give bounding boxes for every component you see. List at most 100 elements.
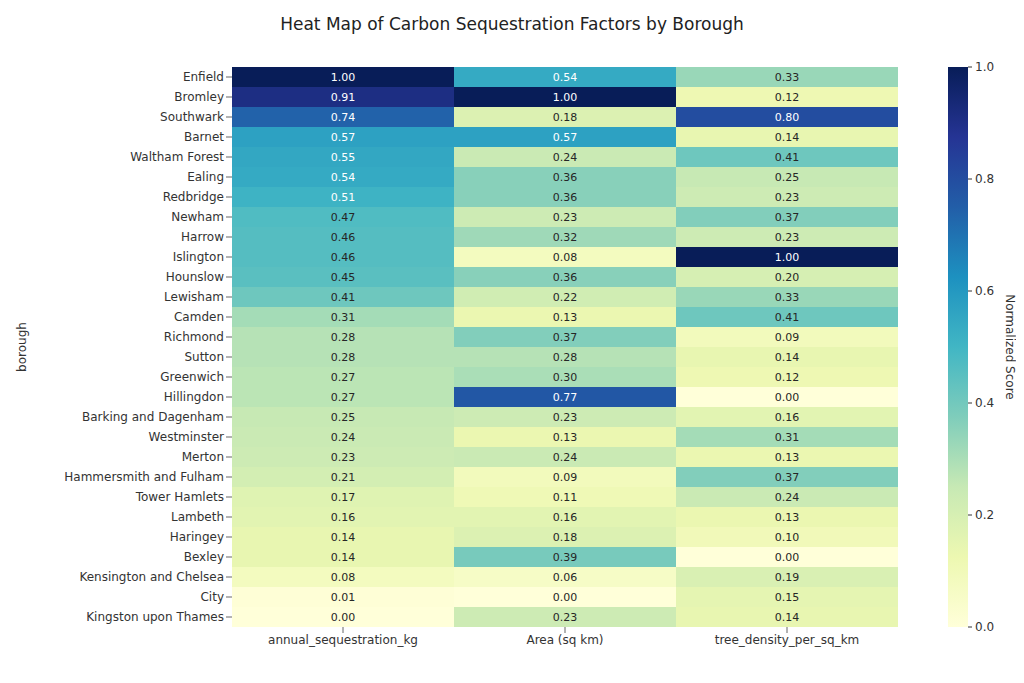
svg-text:0.28: 0.28	[331, 331, 356, 344]
svg-text:0.14: 0.14	[775, 611, 800, 624]
svg-text:0.13: 0.13	[553, 311, 578, 324]
svg-text:0.14: 0.14	[775, 131, 800, 144]
svg-text:0.23: 0.23	[331, 451, 356, 464]
svg-text:0.91: 0.91	[331, 91, 356, 104]
svg-text:Southwark: Southwark	[160, 110, 224, 124]
svg-text:0.47: 0.47	[331, 211, 356, 224]
svg-text:0.14: 0.14	[775, 351, 800, 364]
svg-text:City: City	[200, 590, 224, 604]
svg-text:0.33: 0.33	[775, 71, 800, 84]
svg-text:0.00: 0.00	[775, 551, 800, 564]
svg-text:0.16: 0.16	[331, 511, 356, 524]
svg-text:0.11: 0.11	[553, 491, 578, 504]
svg-text:0.41: 0.41	[775, 151, 800, 164]
svg-text:0.4: 0.4	[975, 396, 994, 410]
svg-text:0.37: 0.37	[775, 211, 800, 224]
svg-text:Ealing: Ealing	[187, 170, 224, 184]
svg-text:0.46: 0.46	[331, 231, 356, 244]
svg-text:0.00: 0.00	[553, 591, 578, 604]
svg-text:0.23: 0.23	[775, 231, 800, 244]
svg-text:Sutton: Sutton	[184, 350, 224, 364]
svg-text:0.24: 0.24	[775, 491, 800, 504]
svg-text:0.32: 0.32	[553, 231, 578, 244]
svg-text:0.25: 0.25	[331, 411, 356, 424]
svg-text:1.00: 1.00	[775, 251, 800, 264]
svg-text:borough: borough	[15, 322, 29, 372]
svg-text:Redbridge: Redbridge	[163, 190, 224, 204]
svg-text:0.77: 0.77	[553, 391, 578, 404]
svg-text:Bexley: Bexley	[184, 550, 224, 564]
svg-text:0.31: 0.31	[331, 311, 356, 324]
svg-text:0.20: 0.20	[775, 271, 800, 284]
svg-text:Tower Hamlets: Tower Hamlets	[135, 490, 224, 504]
svg-text:tree_density_per_sq_km: tree_density_per_sq_km	[715, 633, 860, 647]
svg-text:Camden: Camden	[174, 310, 224, 324]
svg-text:0.36: 0.36	[553, 271, 578, 284]
svg-text:0.37: 0.37	[553, 331, 578, 344]
svg-text:0.13: 0.13	[775, 511, 800, 524]
svg-text:1.00: 1.00	[553, 91, 578, 104]
svg-text:0.16: 0.16	[775, 411, 800, 424]
svg-text:0.10: 0.10	[775, 531, 800, 544]
svg-text:0.15: 0.15	[775, 591, 800, 604]
svg-text:1.00: 1.00	[331, 71, 356, 84]
svg-text:0.28: 0.28	[553, 351, 578, 364]
svg-text:0.80: 0.80	[775, 111, 800, 124]
svg-text:0.41: 0.41	[775, 311, 800, 324]
svg-text:0.57: 0.57	[331, 131, 356, 144]
svg-text:0.51: 0.51	[331, 191, 356, 204]
svg-text:0.55: 0.55	[331, 151, 356, 164]
svg-text:Hillingdon: Hillingdon	[164, 390, 224, 404]
svg-text:0.24: 0.24	[553, 151, 578, 164]
svg-text:Kingston upon Thames: Kingston upon Thames	[86, 610, 224, 624]
svg-text:annual_sequestration_kg: annual_sequestration_kg	[268, 633, 418, 647]
svg-text:Lewisham: Lewisham	[164, 290, 224, 304]
svg-text:Barnet: Barnet	[184, 130, 224, 144]
svg-text:0.41: 0.41	[331, 291, 356, 304]
svg-text:Lambeth: Lambeth	[171, 510, 224, 524]
svg-text:Barking and Dagenham: Barking and Dagenham	[82, 410, 224, 424]
svg-text:Richmond: Richmond	[164, 330, 224, 344]
svg-text:0.27: 0.27	[331, 371, 356, 384]
svg-text:Kensington and Chelsea: Kensington and Chelsea	[79, 570, 224, 584]
svg-text:0.18: 0.18	[553, 531, 578, 544]
svg-text:0.8: 0.8	[975, 172, 994, 186]
svg-text:0.24: 0.24	[553, 451, 578, 464]
svg-text:0.54: 0.54	[553, 71, 578, 84]
svg-text:0.01: 0.01	[331, 591, 356, 604]
svg-text:0.00: 0.00	[331, 611, 356, 624]
svg-text:0.12: 0.12	[775, 371, 800, 384]
svg-text:0.2: 0.2	[975, 508, 994, 522]
svg-text:0.36: 0.36	[553, 171, 578, 184]
svg-text:0.18: 0.18	[553, 111, 578, 124]
svg-text:0.46: 0.46	[331, 251, 356, 264]
svg-text:0.12: 0.12	[775, 91, 800, 104]
svg-text:0.37: 0.37	[775, 471, 800, 484]
svg-text:0.13: 0.13	[553, 431, 578, 444]
svg-text:0.54: 0.54	[331, 171, 356, 184]
svg-text:0.31: 0.31	[775, 431, 800, 444]
svg-text:0.21: 0.21	[331, 471, 356, 484]
svg-text:0.23: 0.23	[553, 611, 578, 624]
svg-text:1.0: 1.0	[975, 60, 994, 74]
svg-text:0.23: 0.23	[553, 211, 578, 224]
svg-text:Haringey: Haringey	[170, 530, 224, 544]
svg-text:0.33: 0.33	[775, 291, 800, 304]
svg-text:0.06: 0.06	[553, 571, 578, 584]
svg-text:Newham: Newham	[171, 210, 224, 224]
svg-text:0.28: 0.28	[331, 351, 356, 364]
svg-text:0.0: 0.0	[975, 620, 994, 634]
svg-text:Hammersmith and Fulham: Hammersmith and Fulham	[64, 470, 224, 484]
svg-text:0.09: 0.09	[553, 471, 578, 484]
svg-text:Harrow: Harrow	[181, 230, 224, 244]
svg-text:0.13: 0.13	[775, 451, 800, 464]
svg-text:0.14: 0.14	[331, 531, 356, 544]
svg-text:0.39: 0.39	[553, 551, 578, 564]
svg-text:0.57: 0.57	[553, 131, 578, 144]
svg-text:0.45: 0.45	[331, 271, 356, 284]
svg-text:0.74: 0.74	[331, 111, 356, 124]
svg-text:Normalized Score: Normalized Score	[1003, 294, 1016, 399]
svg-text:0.24: 0.24	[331, 431, 356, 444]
svg-text:0.30: 0.30	[553, 371, 578, 384]
svg-text:0.09: 0.09	[775, 331, 800, 344]
